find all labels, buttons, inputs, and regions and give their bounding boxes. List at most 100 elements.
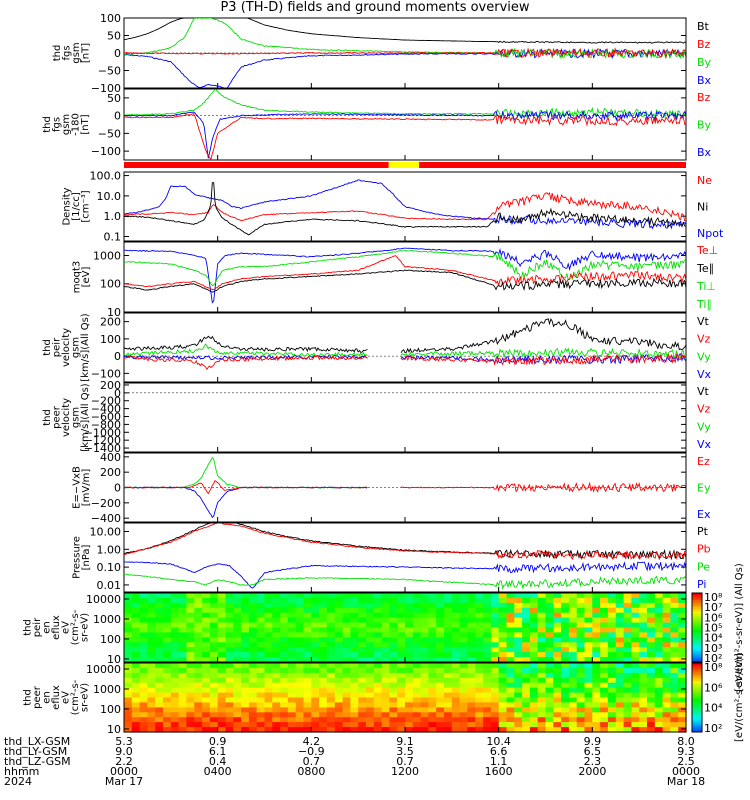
peer-eflux-cell	[561, 663, 570, 669]
peer-eflux-cell	[170, 712, 180, 718]
peir-eflux-cell	[342, 652, 351, 658]
peer-eflux-cell	[186, 712, 195, 718]
peer-eflux-cell	[678, 663, 687, 669]
peer-eflux-cell	[592, 697, 601, 703]
peer-eflux-cell	[124, 687, 133, 694]
peer-eflux-cell	[451, 712, 461, 718]
fgs-gsm-ytick-label: 50	[107, 30, 121, 43]
peir-eflux-cell	[647, 622, 656, 629]
peer-eflux-cell	[358, 677, 367, 684]
peir-eflux-cell	[295, 617, 305, 624]
peir-eflux-cell	[420, 642, 429, 648]
peir-eflux-cell	[124, 657, 133, 663]
peer-velocity-ytick-label: −800	[91, 418, 121, 431]
peir-eflux-cell	[678, 647, 687, 653]
peir-eflux-cell	[147, 647, 156, 653]
peir-eflux-cell	[389, 607, 398, 614]
peir-eflux-cell	[358, 637, 367, 643]
peir-eflux-cell	[170, 657, 180, 663]
peir-eflux-cell	[600, 637, 609, 643]
peer-eflux-cell	[483, 712, 492, 718]
peer-eflux-cell	[459, 667, 468, 674]
peer-eflux-cell	[225, 722, 234, 728]
peir-eflux-cell	[514, 597, 523, 604]
peer-eflux-cell	[444, 677, 453, 684]
peir-eflux-cell	[405, 612, 414, 619]
peir-eflux-cell	[490, 632, 500, 638]
colorbar-swatch	[692, 611, 702, 615]
peer-eflux-cell	[607, 712, 617, 718]
peir-eflux-cell	[444, 632, 453, 638]
peer-eflux-cell	[490, 677, 500, 684]
peir-eflux-cell	[381, 642, 390, 648]
peir-eflux-cell	[483, 617, 492, 624]
peer-eflux-cell	[483, 692, 492, 699]
peer-eflux-cell	[428, 663, 437, 669]
peer-eflux-cell	[397, 663, 406, 669]
peer-eflux-cell	[280, 727, 289, 733]
peir-eflux-cell	[147, 657, 156, 663]
peer-eflux-cell	[483, 682, 492, 689]
peir-eflux-ylabel-line: sr-eV)	[80, 613, 91, 642]
peer-eflux-cell	[303, 677, 312, 684]
peir-eflux-cell	[623, 607, 632, 614]
peir-eflux-cell	[311, 632, 320, 638]
footer-cell: 6.5	[584, 745, 602, 758]
peer-eflux-cell	[233, 697, 242, 703]
fgs-gse-ytick-label: 50	[107, 92, 121, 105]
colorbar-swatch	[692, 699, 702, 703]
peer-eflux-cell	[529, 717, 539, 723]
pressure-series-0-line	[124, 523, 686, 561]
peir-eflux-cell	[295, 632, 305, 638]
peir-eflux-cell	[490, 647, 500, 653]
peer-eflux-cell	[592, 712, 601, 718]
efield-ylabel-line: [mV/m]	[81, 469, 92, 507]
peer-eflux-cell	[155, 712, 164, 718]
peir-eflux-cell	[490, 602, 500, 609]
peer-eflux-cell	[350, 702, 359, 708]
peer-eflux-cell	[397, 702, 406, 708]
peir-eflux-cell	[178, 652, 187, 658]
peer-eflux-cell	[483, 677, 492, 684]
peer-eflux-cell	[342, 702, 351, 708]
peir-eflux-cell	[514, 627, 523, 633]
peir-eflux-cell	[600, 642, 609, 648]
peer-eflux-cell	[412, 663, 422, 669]
peir-eflux-cell	[241, 617, 250, 624]
peer-eflux-cell	[623, 682, 632, 689]
peer-eflux-cell	[303, 663, 312, 669]
colorbar-swatch	[692, 655, 702, 658]
efield-ytick-label: −200	[91, 497, 121, 510]
peir-eflux-cell	[366, 597, 375, 604]
peer-eflux-cell	[670, 707, 679, 713]
peer-eflux-cell	[131, 727, 141, 733]
peer-eflux-cell	[444, 702, 453, 708]
peir-eflux-cell	[303, 637, 312, 643]
peir-eflux-cell	[592, 637, 601, 643]
peir-eflux-cell	[264, 607, 273, 614]
peir-eflux-cell	[303, 597, 312, 604]
peir-eflux-cell	[170, 612, 180, 619]
peer-eflux-cell	[615, 707, 625, 713]
footer-cell: 1600	[485, 765, 513, 778]
peer-eflux-cell	[514, 727, 523, 733]
peer-eflux-cell	[561, 727, 570, 733]
peir-eflux-cell	[545, 642, 554, 648]
peir-eflux-cell	[444, 637, 453, 643]
peir-eflux-cell	[319, 617, 328, 624]
peer-eflux-cell	[202, 663, 211, 669]
peer-eflux-cell	[545, 682, 554, 689]
fgs-gse-series-0-line	[124, 89, 686, 120]
peir-eflux-cell	[514, 622, 523, 629]
peir-eflux-cell	[420, 657, 429, 663]
colorbar-swatch	[692, 681, 702, 685]
pressure-ytick-label: 10.00	[90, 525, 122, 538]
pressure-series-3-line	[124, 573, 686, 590]
peer-eflux-cell	[209, 672, 219, 679]
peir-eflux-cell	[467, 632, 476, 638]
peer-eflux-cell	[420, 663, 429, 669]
peer-eflux-cell	[490, 702, 500, 708]
peir-eflux-cell	[256, 632, 266, 638]
peer-eflux-cell	[405, 677, 414, 684]
